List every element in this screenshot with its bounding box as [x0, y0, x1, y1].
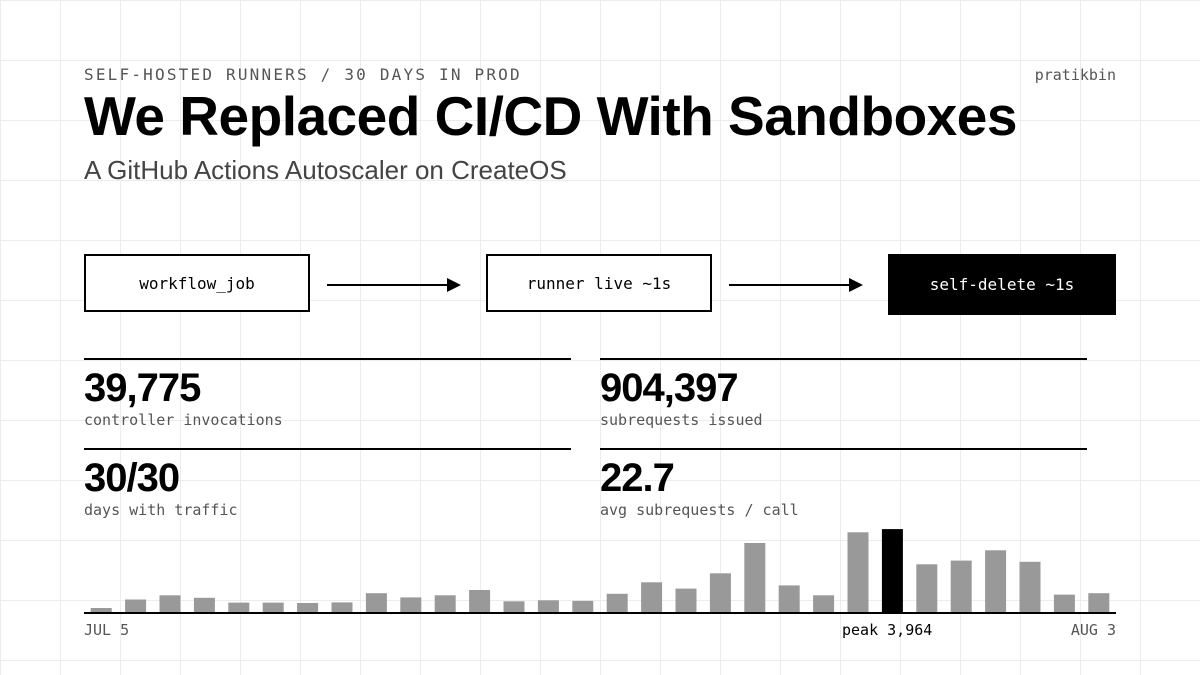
- stat-label: subrequests issued: [600, 411, 763, 429]
- chart-bar: [503, 601, 525, 612]
- stat-value: 30/30: [84, 456, 180, 500]
- chart-bar: [90, 608, 112, 612]
- stat-divider: [600, 448, 1087, 450]
- x-axis-start-label: JUL 5: [84, 621, 130, 639]
- chart-bar: [847, 532, 869, 612]
- page-subtitle: A GitHub Actions Autoscaler on CreateOS: [84, 155, 567, 185]
- stat-divider: [600, 358, 1087, 360]
- flow-arrow-icon: [327, 278, 461, 292]
- chart-bar: [262, 602, 284, 612]
- chart-bar: [537, 600, 559, 612]
- stat-label: avg subrequests / call: [600, 501, 799, 519]
- flow-arrow-icon: [729, 278, 863, 292]
- peak-label: peak 3,964: [842, 621, 933, 639]
- stat-subrequests-issued: 904,397 subrequests issued: [600, 358, 1087, 429]
- chart-bar: [778, 585, 800, 612]
- chart-bar: [1019, 561, 1041, 612]
- chart-bar: [193, 597, 215, 612]
- chart-bar: [469, 590, 491, 612]
- kicker: SELF-HOSTED RUNNERS / 30 DAYS IN PROD: [84, 65, 522, 84]
- author-handle: pratikbin: [1034, 66, 1116, 84]
- chart-bar: [985, 550, 1007, 612]
- stat-label: days with traffic: [84, 501, 238, 519]
- flow-step-runner-live: runner live ~1s: [486, 254, 712, 312]
- chart-bar-peak: [881, 529, 903, 612]
- chart-bar: [675, 588, 697, 612]
- chart-bar: [365, 593, 387, 612]
- daily-traffic-bar-chart: [84, 529, 1116, 614]
- chart-bar: [331, 602, 353, 612]
- flow-step-self-delete: self-delete ~1s: [888, 254, 1116, 315]
- chart-bar: [950, 560, 972, 612]
- stat-label: controller invocations: [84, 411, 283, 429]
- stat-value: 22.7: [600, 456, 675, 500]
- chart-bar: [400, 597, 422, 612]
- stat-value: 904,397: [600, 366, 739, 410]
- chart-bar: [1053, 594, 1075, 612]
- chart-bar: [641, 582, 663, 612]
- stat-days-with-traffic: 30/30 days with traffic: [84, 448, 571, 519]
- stat-avg-subrequests: 22.7 avg subrequests / call: [600, 448, 1087, 519]
- chart-bar: [434, 595, 456, 612]
- flow-step-workflow-job: workflow_job: [84, 254, 310, 312]
- page-title: We Replaced CI/CD With Sandboxes: [84, 85, 1017, 147]
- chart-bar: [606, 593, 628, 612]
- stat-controller-invocations: 39,775 controller invocations: [84, 358, 571, 429]
- chart-bar: [709, 573, 731, 612]
- chart-bar: [297, 603, 319, 612]
- chart-bar: [813, 595, 835, 612]
- chart-bar: [159, 595, 181, 612]
- chart-bar: [744, 543, 766, 612]
- stat-divider: [84, 448, 571, 450]
- chart-bar: [125, 599, 147, 612]
- stat-divider: [84, 358, 571, 360]
- chart-bar: [916, 564, 938, 612]
- stat-value: 39,775: [84, 366, 201, 410]
- x-axis-end-label: AUG 3: [1070, 621, 1116, 639]
- chart-bar: [228, 602, 250, 612]
- chart-bar: [1088, 593, 1110, 612]
- chart-bar: [572, 600, 594, 612]
